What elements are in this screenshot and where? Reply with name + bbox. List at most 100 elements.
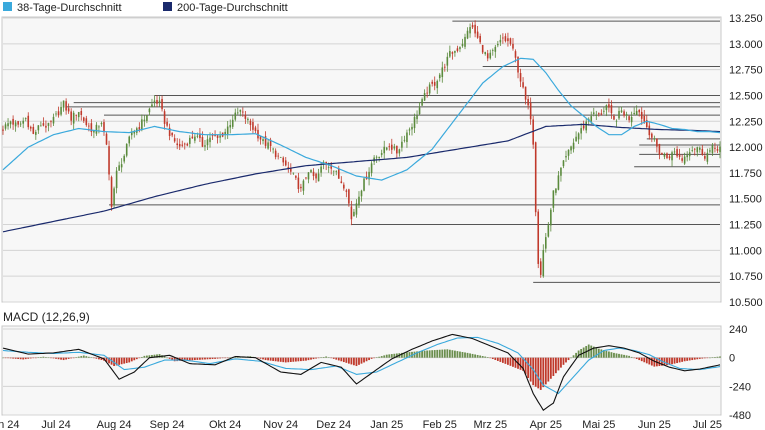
macd-hist-bar bbox=[297, 357, 300, 362]
candle-body bbox=[648, 125, 651, 136]
macd-hist-bar bbox=[72, 357, 75, 359]
macd-hist-bar bbox=[426, 350, 429, 358]
candle-body bbox=[353, 211, 355, 217]
macd-hist-bar bbox=[120, 357, 123, 365]
candle-body bbox=[279, 156, 282, 158]
macd-hist-bar bbox=[82, 355, 85, 358]
macd-hist-bar bbox=[22, 357, 25, 360]
macd-hist-bar bbox=[166, 357, 169, 359]
macd-hist-bar bbox=[590, 345, 593, 358]
macd-hist-bar bbox=[100, 357, 103, 361]
macd-hist-bar bbox=[183, 357, 186, 361]
macd-hist-bar bbox=[138, 357, 141, 359]
candle-body bbox=[199, 133, 201, 139]
candle-body bbox=[368, 171, 370, 180]
macd-hist-bar bbox=[140, 356, 143, 358]
candle-body bbox=[148, 108, 151, 113]
macd-hist-bar bbox=[201, 357, 204, 360]
macd-hist-bar bbox=[676, 357, 678, 364]
candle-body bbox=[360, 190, 363, 197]
candle-body bbox=[335, 171, 338, 172]
candle-body bbox=[153, 100, 156, 103]
candle-body bbox=[691, 150, 694, 151]
macd-hist-bar bbox=[635, 357, 638, 360]
candle-body bbox=[337, 168, 340, 179]
candle-body bbox=[70, 111, 72, 121]
macd-hist-bar bbox=[433, 350, 436, 358]
candle-body bbox=[550, 209, 552, 226]
macd-hist-bar bbox=[454, 350, 456, 358]
candle-body bbox=[4, 124, 7, 129]
macd-hist-bar bbox=[719, 356, 721, 358]
macd-hist-bar bbox=[67, 357, 70, 359]
macd-panel bbox=[1, 325, 722, 416]
macd-hist-bar bbox=[98, 357, 100, 360]
macd-hist-bar bbox=[608, 351, 610, 358]
candle-body bbox=[446, 56, 449, 66]
candle-body bbox=[123, 155, 125, 162]
candle-body bbox=[570, 146, 572, 151]
macd-hist-bar bbox=[380, 356, 383, 358]
macd-hist-bar bbox=[257, 357, 259, 359]
candle-body bbox=[330, 164, 333, 169]
candle-body bbox=[623, 111, 625, 116]
macd-hist-bar bbox=[345, 357, 348, 363]
macd-hist-bar bbox=[4, 357, 7, 359]
macd-hist-bar bbox=[418, 351, 421, 358]
candle-body bbox=[610, 105, 613, 114]
candle-body bbox=[502, 37, 504, 39]
candle-body bbox=[57, 111, 60, 116]
macd-hist-bar bbox=[600, 349, 603, 358]
macd-hist-bar bbox=[153, 354, 156, 358]
macd-hist-bar bbox=[65, 357, 68, 360]
macd-hist-bar bbox=[554, 357, 557, 374]
macd-hist-bar bbox=[80, 356, 83, 358]
macd-hist-bar bbox=[400, 352, 403, 358]
macd-hist-bar bbox=[549, 357, 552, 379]
candle-body bbox=[128, 136, 131, 144]
macd-hist-bar bbox=[171, 357, 174, 361]
macd-hist-bar bbox=[557, 357, 560, 371]
macd-hist-bar bbox=[512, 357, 514, 367]
candle-body bbox=[100, 122, 103, 125]
macd-hist-bar bbox=[259, 357, 262, 359]
macd-hist-bar bbox=[421, 350, 423, 358]
candle-body bbox=[653, 138, 656, 140]
macd-hist-bar bbox=[388, 354, 391, 358]
candle-body bbox=[643, 115, 646, 122]
candle-body bbox=[416, 115, 418, 120]
macd-hist-bar bbox=[431, 350, 434, 358]
macd-hist-bar bbox=[70, 357, 73, 359]
macd-hist-bar bbox=[625, 355, 628, 358]
macd-hist-bar bbox=[491, 357, 494, 360]
candle-body bbox=[449, 50, 451, 57]
macd-hist-bar bbox=[236, 356, 239, 358]
candle-body bbox=[168, 127, 171, 137]
candle-body bbox=[244, 114, 247, 119]
candle-body bbox=[476, 31, 479, 38]
macd-hist-bar bbox=[332, 357, 335, 359]
candle-body bbox=[29, 126, 32, 129]
candle-body bbox=[247, 118, 249, 121]
macd-hist-bar bbox=[711, 357, 714, 358]
candle-body bbox=[433, 82, 436, 86]
macd-hist-bar bbox=[668, 357, 671, 365]
candle-body bbox=[678, 154, 681, 157]
macd-hist-bar bbox=[34, 357, 37, 359]
candle-body bbox=[605, 105, 608, 111]
macd-hist-bar bbox=[501, 357, 504, 363]
candle-body bbox=[178, 144, 181, 147]
macd-hist-bar bbox=[643, 357, 646, 363]
candle-body bbox=[676, 149, 678, 157]
macd-hist-bar bbox=[438, 349, 441, 358]
price-tick-label: 11.000 bbox=[729, 245, 762, 257]
candle-body bbox=[47, 122, 50, 126]
candle-body bbox=[656, 138, 658, 147]
candle-body bbox=[555, 188, 557, 193]
macd-hist-bar bbox=[383, 355, 386, 358]
macd-hist-bar bbox=[522, 357, 524, 371]
candle-body bbox=[229, 125, 232, 128]
macd-hist-bar bbox=[108, 357, 110, 364]
macd-hist-bar bbox=[666, 357, 668, 366]
macd-hist-bar bbox=[365, 357, 368, 362]
